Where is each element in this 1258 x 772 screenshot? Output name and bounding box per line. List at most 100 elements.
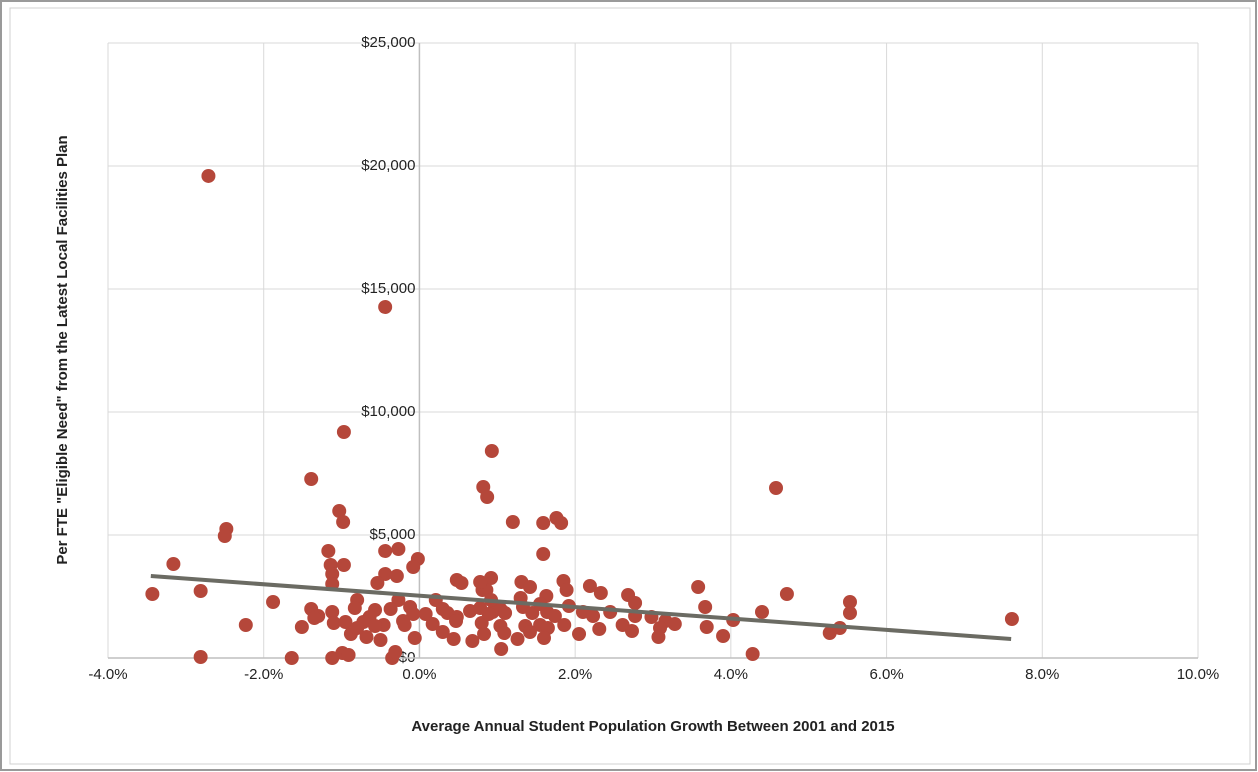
point	[1004, 612, 1019, 627]
y-tick-label: $10,000	[361, 403, 415, 420]
point	[547, 609, 562, 624]
point	[378, 300, 393, 315]
point	[435, 624, 450, 639]
point	[842, 606, 857, 621]
point	[536, 515, 551, 530]
point	[505, 515, 520, 530]
point	[407, 631, 422, 646]
point	[498, 606, 513, 621]
point	[522, 580, 537, 595]
point	[497, 626, 512, 641]
point	[769, 480, 784, 495]
point	[325, 566, 340, 581]
point	[477, 626, 492, 641]
point	[238, 618, 253, 633]
point	[779, 586, 794, 601]
point	[842, 595, 857, 610]
point	[193, 583, 208, 598]
point	[201, 168, 216, 183]
x-tick-label: 10.0%	[1177, 666, 1220, 683]
point	[388, 644, 403, 659]
point	[359, 629, 374, 644]
y-axis-label: Per FTE "Eligible Need" from the Latest …	[54, 135, 71, 564]
y-tick-label: $5,000	[370, 526, 416, 543]
point	[465, 634, 480, 649]
point	[368, 618, 383, 633]
point	[628, 595, 643, 610]
x-axis-label: Average Annual Student Population Growth…	[411, 718, 894, 735]
point	[667, 617, 682, 632]
point	[454, 575, 469, 590]
point	[586, 609, 601, 624]
y-tick-label: $15,000	[361, 280, 415, 297]
point	[572, 626, 587, 641]
point	[389, 569, 404, 584]
point	[325, 604, 340, 619]
point	[449, 614, 464, 629]
point	[304, 472, 319, 487]
point	[307, 611, 322, 626]
point	[691, 580, 706, 595]
point	[510, 632, 525, 647]
point	[338, 615, 353, 630]
point	[193, 649, 208, 664]
point	[418, 606, 433, 621]
point	[699, 620, 714, 635]
point	[480, 489, 495, 504]
point	[624, 623, 639, 638]
point	[373, 632, 388, 647]
chart-area	[9, 7, 1251, 765]
point	[484, 443, 499, 458]
point	[559, 583, 574, 598]
point	[522, 624, 537, 639]
point	[284, 651, 299, 665]
point	[651, 629, 666, 644]
point	[370, 575, 385, 590]
x-tick-label: 4.0%	[714, 666, 748, 683]
point	[592, 621, 607, 636]
x-tick-label: 2.0%	[558, 666, 592, 683]
x-tick-label: 6.0%	[869, 666, 903, 683]
point	[536, 546, 551, 561]
point	[698, 600, 713, 615]
point	[321, 543, 336, 558]
point	[145, 586, 160, 601]
point	[336, 558, 351, 573]
point	[378, 543, 393, 558]
point	[446, 632, 461, 647]
point	[593, 586, 608, 601]
point	[582, 578, 597, 593]
point	[217, 529, 232, 544]
point	[822, 626, 837, 641]
point	[406, 560, 421, 575]
point	[332, 503, 347, 518]
y-tick-label: $20,000	[361, 157, 415, 174]
point	[537, 631, 551, 646]
x-tick-label: 0.0%	[402, 666, 436, 683]
y-tick-label: $25,000	[361, 34, 415, 51]
point	[406, 606, 421, 621]
point	[716, 629, 731, 644]
point	[554, 515, 569, 530]
point	[336, 515, 351, 530]
point	[350, 620, 365, 635]
point	[745, 646, 760, 661]
point	[425, 617, 440, 632]
point	[557, 618, 572, 633]
point	[473, 575, 488, 590]
point	[484, 571, 499, 586]
point	[294, 620, 309, 635]
point	[397, 618, 412, 633]
point	[166, 557, 181, 572]
point	[383, 601, 398, 616]
point	[336, 424, 351, 439]
point	[494, 641, 509, 656]
point	[755, 604, 769, 619]
x-tick-label: -4.0%	[88, 666, 127, 683]
point	[481, 606, 496, 621]
point	[266, 595, 281, 610]
point	[341, 647, 356, 662]
point	[391, 541, 406, 556]
x-tick-label: -2.0%	[244, 666, 283, 683]
